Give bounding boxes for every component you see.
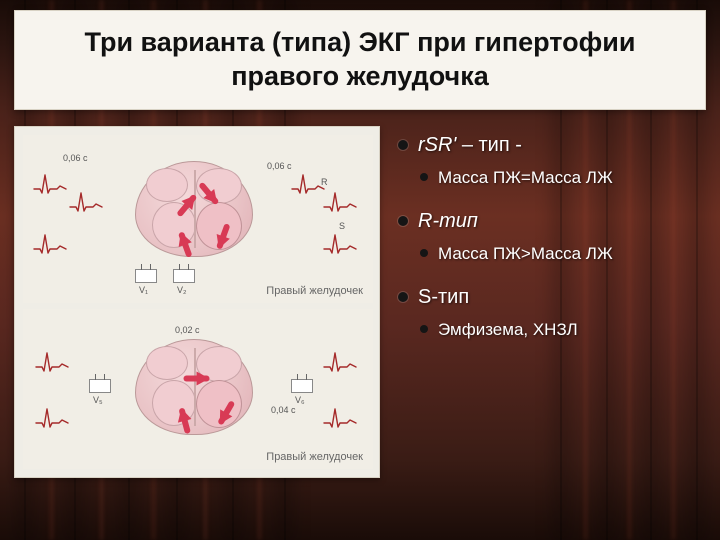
figure-panel-top: 0,06 c 0,06 c R S V₁ V₂ Правый желудочек [23, 135, 373, 303]
ecg-waveform [35, 349, 69, 375]
heart-diagram-top [135, 161, 253, 257]
bullet-item-stype: S-тип Эмфизема, ХНЗЛ [396, 284, 706, 342]
ecg-waveform [69, 189, 103, 215]
caption-time: 0,04 c [271, 405, 296, 415]
panel-caption: Правый желудочек [266, 451, 363, 463]
bullet-list: rSR' – тип - Масса ПЖ=Масса ЛЖ R-тип Мас… [396, 132, 706, 342]
ecg-waveform [33, 171, 67, 197]
bullet-italic: rSR' [418, 134, 462, 156]
bullet-item-rtype: R-тип Масса ПЖ>Масса ЛЖ [396, 208, 706, 266]
caption-s: S [339, 221, 345, 231]
panel-caption: Правый желудочек [266, 285, 363, 297]
vector-arrow [197, 372, 210, 386]
caption-time: 0,02 c [175, 325, 200, 335]
ecg-waveform [323, 405, 357, 431]
lead-electrode [135, 269, 157, 283]
lead-electrode [89, 379, 111, 393]
ecg-figure: 0,06 c 0,06 c R S V₁ V₂ Правый желудочек… [14, 126, 380, 478]
ecg-waveform [323, 189, 357, 215]
lead-label: V₁ [139, 285, 148, 295]
bullet-label: – тип - [462, 134, 522, 156]
bullet-label: S-тип [418, 286, 469, 308]
sub-bullet: Эмфизема, ХНЗЛ [418, 319, 706, 342]
lead-label: V₆ [295, 395, 305, 405]
bullet-item-rsr: rSR' – тип - Масса ПЖ=Масса ЛЖ [396, 132, 706, 190]
vector-arrow [175, 406, 192, 422]
lead-label: V₂ [177, 285, 187, 295]
page-title: Три варианта (типа) ЭКГ при гипертофии п… [33, 26, 687, 94]
heart-diagram-bottom [135, 339, 253, 435]
ecg-waveform [291, 171, 325, 197]
lead-electrode [291, 379, 313, 393]
title-card: Три варианта (типа) ЭКГ при гипертофии п… [14, 10, 706, 110]
sub-bullet: Масса ПЖ>Масса ЛЖ [418, 243, 706, 266]
figure-panel-bottom: 0,02 c 0,04 c V₅ V₆ Правый желудочек [23, 309, 373, 469]
bullet-italic: R-тип [418, 210, 478, 232]
ecg-waveform [323, 231, 357, 257]
caption-time: 0,06 c [63, 153, 88, 163]
lead-electrode [173, 269, 195, 283]
ecg-waveform [35, 405, 69, 431]
caption-time: 0,06 c [267, 161, 292, 171]
sub-bullet: Масса ПЖ=Масса ЛЖ [418, 167, 706, 190]
lead-label: V₅ [93, 395, 103, 405]
ecg-waveform [33, 231, 67, 257]
ecg-waveform [323, 349, 357, 375]
